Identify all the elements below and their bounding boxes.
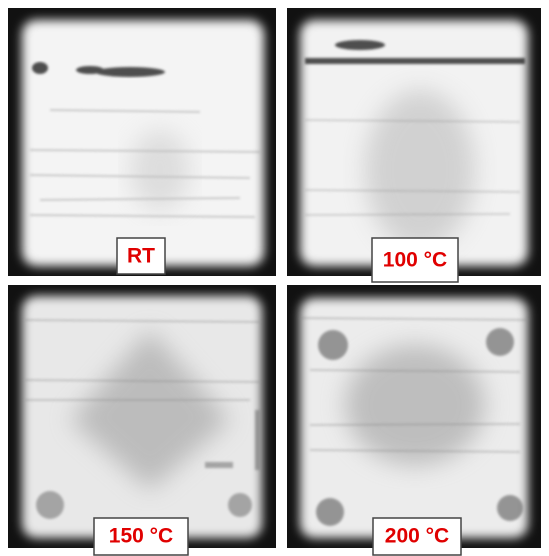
panel-rt <box>8 8 276 276</box>
label-box <box>116 237 166 275</box>
panel-150c <box>8 285 276 548</box>
panel-label: 150 °C <box>109 525 173 548</box>
panel-label: 100 °C <box>383 249 447 272</box>
label-box <box>371 237 459 283</box>
panel-label: 200 °C <box>385 525 449 548</box>
label-box <box>93 517 189 556</box>
panel-200c <box>287 285 541 548</box>
panel-label: RT <box>127 245 155 268</box>
panel-100c <box>287 8 541 276</box>
label-box <box>372 517 462 556</box>
